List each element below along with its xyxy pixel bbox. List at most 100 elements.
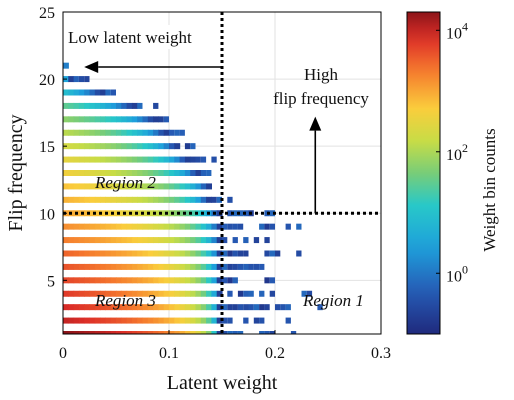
heatmap-cell (126, 250, 133, 257)
heatmap-cell (169, 183, 175, 190)
heatmap-cell (232, 331, 238, 334)
heatmap-cell (174, 156, 181, 163)
heatmap-cell (237, 304, 244, 311)
heatmap-cell (100, 129, 106, 136)
heatmap-cell (184, 317, 191, 324)
heatmap-cell (68, 317, 75, 324)
arrow-high-flip-frequency-head (309, 116, 322, 131)
heatmap-cell (84, 183, 91, 190)
heatmap-cell (63, 129, 69, 136)
heatmap-cell (163, 290, 170, 297)
heatmap-cell (195, 237, 202, 244)
heatmap-cell (158, 183, 165, 190)
heatmap-cell (179, 317, 186, 324)
heatmap-cell (147, 143, 154, 150)
heatmap-cell (105, 331, 112, 334)
heatmap-cell (163, 183, 170, 190)
heatmap-cell (105, 129, 112, 136)
heatmap-cell (227, 290, 233, 297)
heatmap-cell (73, 317, 80, 324)
heatmap-cell (190, 196, 197, 203)
heatmap-cell (94, 250, 101, 257)
heatmap-cell (68, 183, 75, 190)
heatmap-cell (248, 290, 254, 297)
heatmap-cell (174, 237, 181, 244)
heatmap-cell (174, 223, 181, 230)
heatmap-cell (94, 237, 101, 244)
heatmap-cell (206, 170, 212, 176)
annotation-low-latent-weight: Low latent weight (68, 28, 192, 47)
heatmap-cell (153, 210, 159, 217)
heatmap-cell (264, 277, 270, 284)
heatmap-cell (116, 237, 122, 244)
heatmap-cell (68, 129, 75, 136)
heatmap-cell (89, 116, 96, 123)
heatmap-cell (63, 331, 69, 334)
heatmap-cell (131, 170, 138, 176)
heatmap-cell (131, 116, 138, 123)
heatmap-cell (184, 250, 191, 257)
heatmap-cell (195, 183, 202, 190)
heatmap-cell (179, 129, 185, 136)
heatmap-cell (163, 237, 170, 244)
heatmap-cell (110, 250, 117, 257)
heatmap-cell (179, 290, 186, 297)
heatmap-cell (174, 331, 181, 334)
heatmap-cell (147, 156, 154, 163)
heatmap-cell (94, 304, 101, 311)
heatmap-cell (131, 196, 138, 203)
heatmap-cell (147, 331, 154, 334)
heatmap-cell (73, 331, 80, 334)
heatmap-cell (84, 317, 91, 324)
heatmap-cell (68, 223, 75, 230)
heatmap-cell (131, 156, 138, 163)
heatmap-cell (105, 277, 112, 284)
heatmap-cell (126, 223, 133, 230)
heatmap-cell (195, 331, 202, 334)
heatmap-cell (105, 196, 112, 203)
heatmap-cell (227, 196, 233, 203)
heatmap-cell (253, 263, 260, 270)
heatmap-cell (63, 156, 69, 163)
heatmap-cell (184, 223, 191, 230)
heatmap-cell (169, 170, 175, 176)
heatmap-cell (100, 156, 106, 163)
heatmap-cell (105, 170, 112, 176)
heatmap-cell (84, 331, 91, 334)
heatmap-cell (163, 170, 170, 176)
heatmap-cell (126, 304, 133, 311)
heatmap-cell (126, 129, 133, 136)
heatmap-cell (63, 89, 69, 96)
heatmap-cell (137, 317, 144, 324)
y-tick-label: 5 (47, 273, 55, 290)
heatmap-cell (68, 277, 75, 284)
heatmap-cell (190, 170, 197, 176)
heatmap-cell (163, 196, 170, 203)
heatmap-cell (121, 223, 128, 230)
heatmap-cell (147, 250, 154, 257)
heatmap-cell (110, 116, 117, 123)
heatmap-cell (190, 304, 197, 311)
heatmap-cell (78, 237, 85, 244)
heatmap-cell (269, 277, 275, 284)
heatmap-cell (94, 210, 101, 217)
heatmap-cell (89, 102, 96, 109)
heatmap-cell (84, 277, 91, 284)
heatmap-cell (84, 304, 91, 311)
heatmap-cell (68, 143, 75, 150)
heatmap-cell (89, 196, 96, 203)
heatmap-cell (84, 116, 91, 123)
heatmap-cell (184, 183, 191, 190)
heatmap-cell (94, 277, 101, 284)
heatmap-cell (73, 102, 80, 109)
heatmap-cell (169, 277, 175, 284)
y-ticks: 5 10 15 20 25 (39, 5, 67, 290)
heatmap-cell (179, 277, 186, 284)
heatmap-cell (169, 263, 175, 270)
heatmap-cell (89, 156, 96, 163)
heatmap-cell (78, 170, 85, 176)
heatmap-cell (68, 102, 75, 109)
heatmap-cell (68, 116, 75, 123)
x-ticks: 0 0.1 0.2 0.3 (59, 330, 391, 362)
heatmap-cell (264, 331, 270, 334)
